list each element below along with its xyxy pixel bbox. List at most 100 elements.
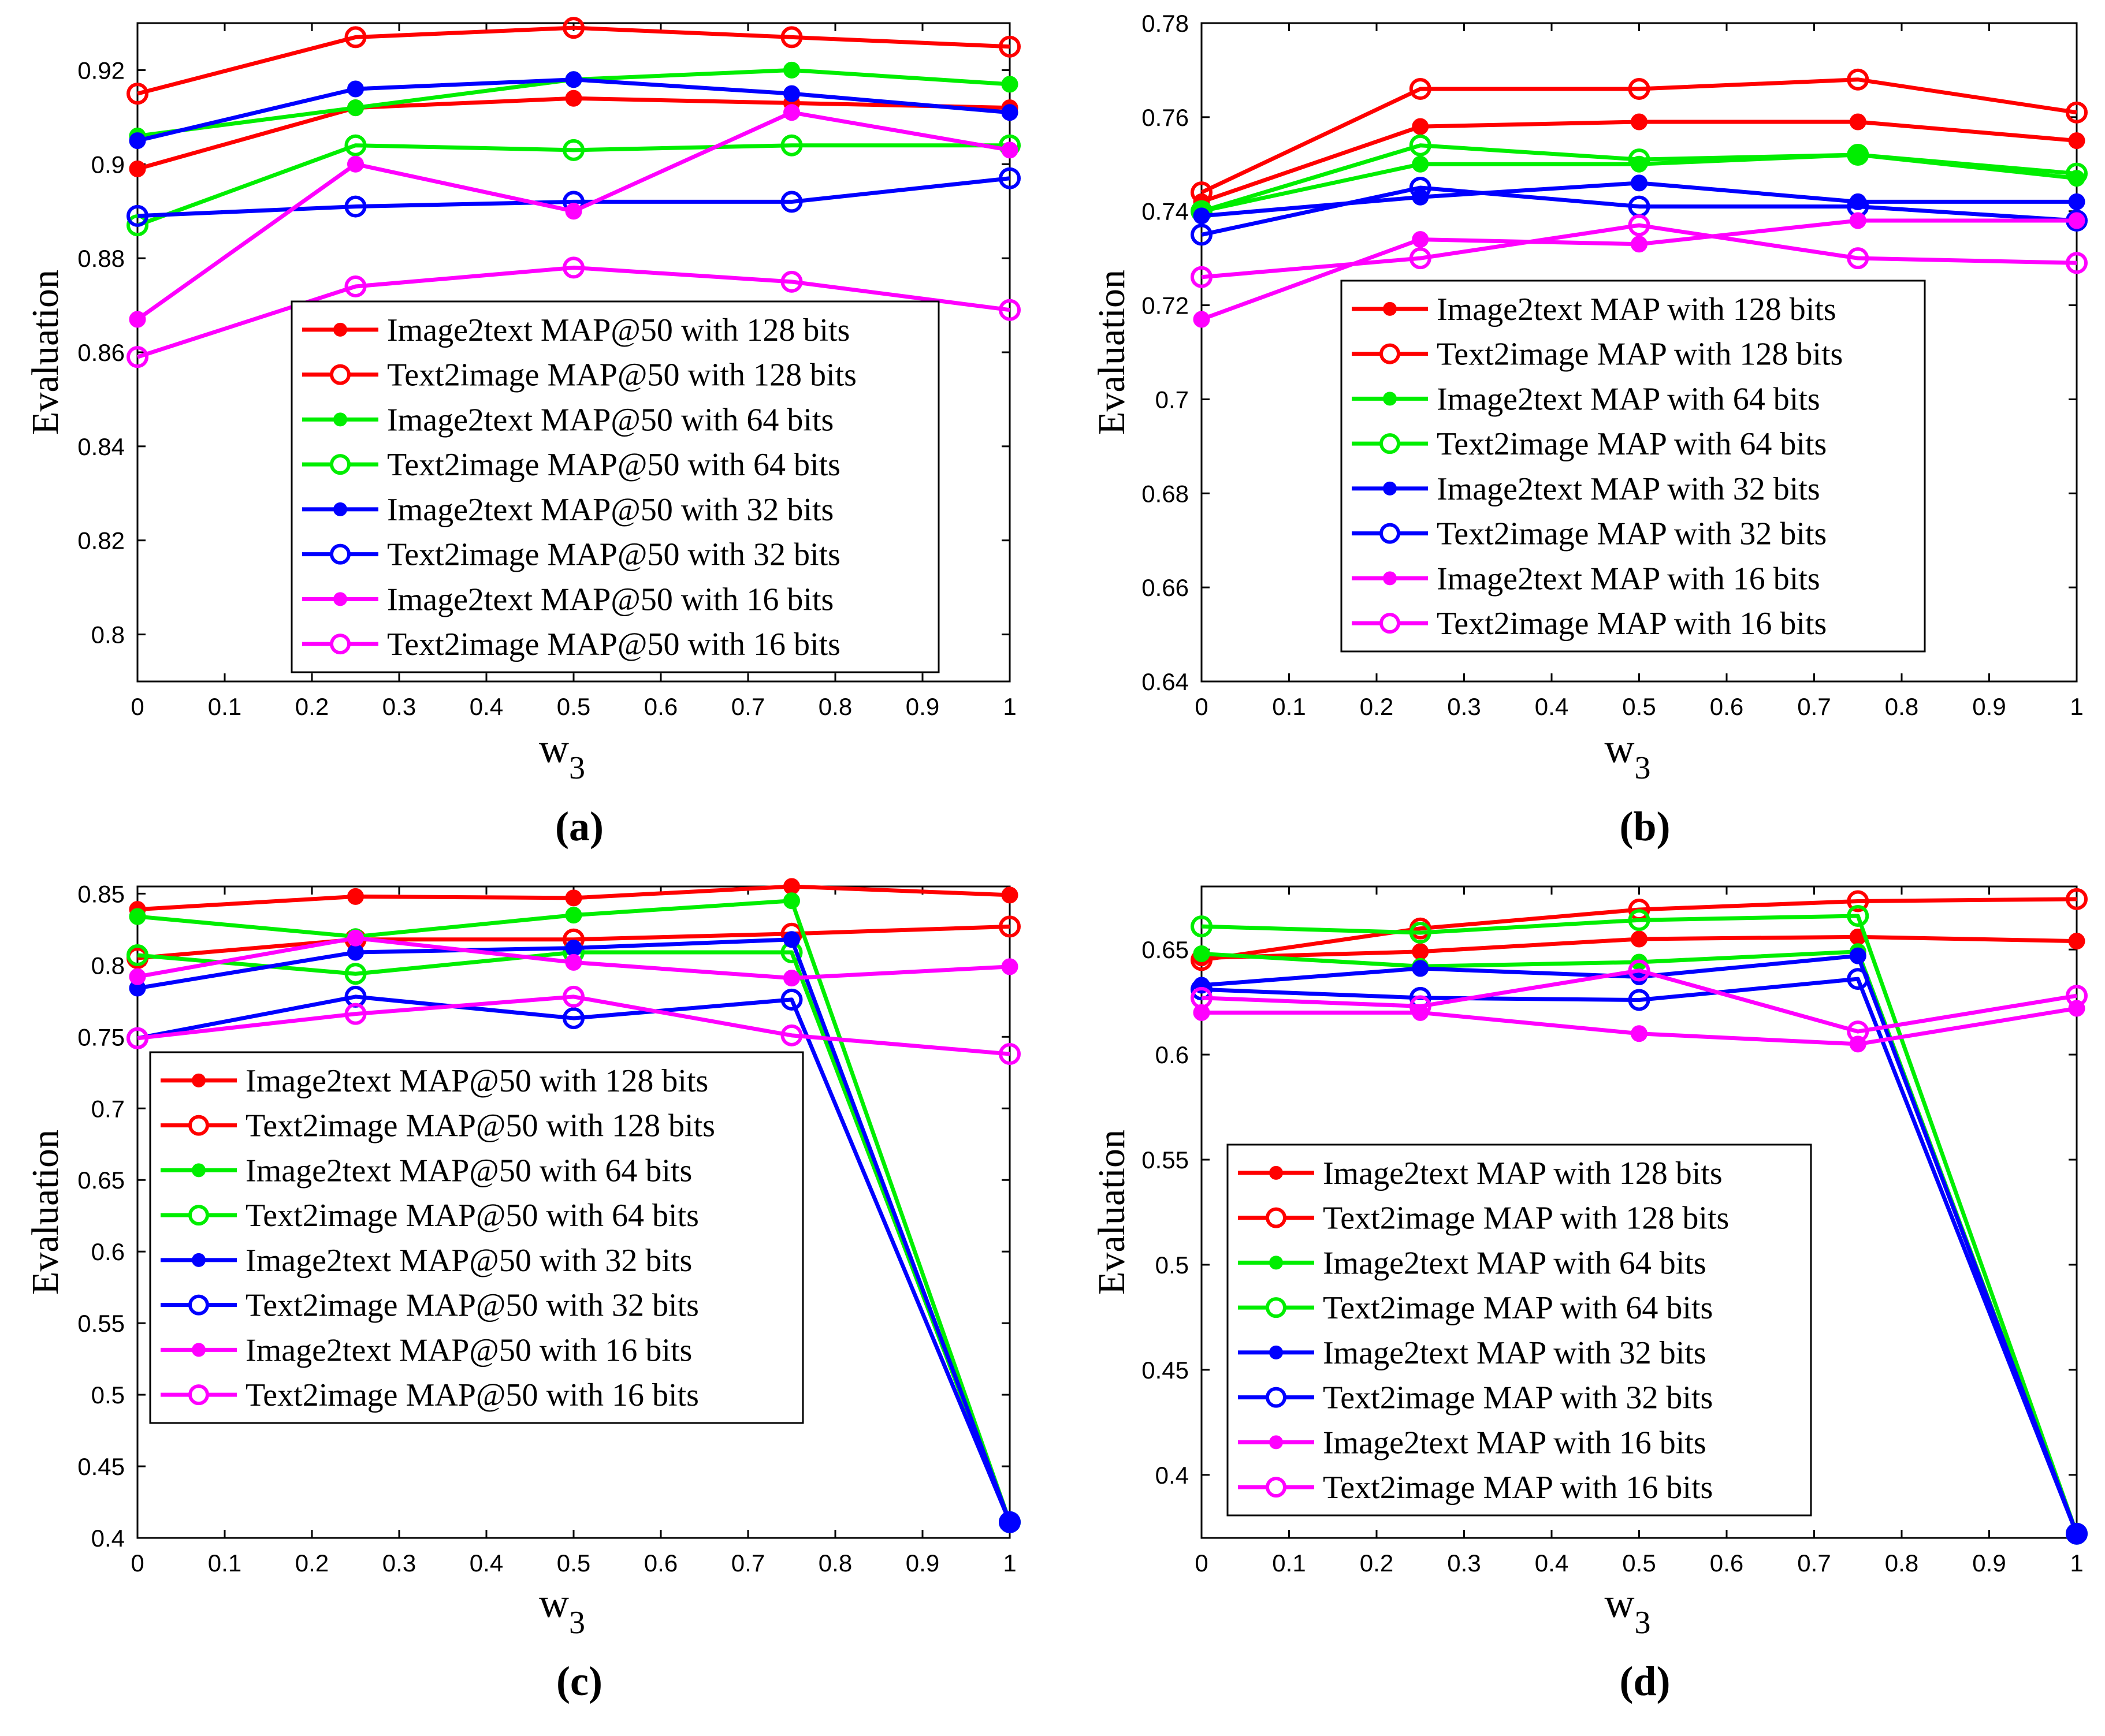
legend-marker-open [1266, 1387, 1286, 1408]
data-point [347, 888, 364, 905]
legend-entry: Text2image MAP with 32 bits [1323, 1380, 1713, 1416]
legend-entry: Image2text MAP@50 with 64 bits [246, 1153, 692, 1189]
y-tick-label: 0.8 [91, 621, 125, 649]
x-tick-label: 0.2 [1360, 1549, 1393, 1577]
data-point-open [1628, 959, 1650, 982]
legend-marker [192, 1343, 206, 1357]
data-point-open [1847, 68, 1869, 91]
series-line-5 [1201, 185, 2077, 237]
x-tick-label: 0.6 [644, 693, 678, 720]
legend-box [1226, 1143, 1812, 1517]
legend: Image2text MAP@50 with 128 bits Text2imag… [149, 1051, 804, 1424]
x-tick-label: 0.9 [1972, 1549, 2006, 1577]
y-tick-label: 0.68 [1141, 480, 1189, 507]
data-point [1849, 113, 1866, 131]
x-tick-label: 0.5 [1622, 1549, 1656, 1577]
data-point-open [1409, 247, 1431, 270]
x-tick-label: 0 [1195, 1549, 1208, 1577]
data-point-open [1847, 144, 1869, 166]
x-tick-label: 1 [2070, 693, 2083, 720]
x-tick-label: 0.4 [1535, 1549, 1568, 1577]
legend-entry: Image2text MAP with 16 bits [1437, 561, 1820, 597]
legend-marker [1269, 1256, 1283, 1270]
legend-marker [333, 592, 347, 606]
data-point [1001, 76, 1018, 93]
y-tick-label: 0.75 [77, 1023, 125, 1050]
legend-entry: Image2text MAP with 64 bits [1323, 1245, 1706, 1281]
y-tick-label: 0.84 [77, 433, 125, 460]
chart-panel-d: 0 0.1 0.2 0.3 0.4 0.5 0.6 0.7 0.8 0.9 1 0.4 0.45 0.5 0… [1091, 885, 2088, 1704]
y-tick-label: 0.9 [91, 151, 125, 178]
legend-entry: Image2text MAP@50 with 32 bits [246, 1243, 692, 1279]
x-tick-label: 0.3 [382, 1549, 416, 1577]
y-tick-label: 0.8 [91, 952, 125, 979]
data-point-open [344, 1003, 367, 1025]
data-point [565, 953, 582, 971]
data-point [1193, 311, 1210, 328]
y-tick-label: 0.45 [1141, 1357, 1189, 1384]
data-point [565, 889, 582, 907]
data-point [783, 878, 800, 895]
panel-label: (a) [555, 803, 604, 850]
y-tick-label: 0.4 [1155, 1462, 1189, 1489]
data-point-open [999, 1043, 1021, 1066]
data-point-open [2066, 1522, 2088, 1545]
legend-entry: Text2image MAP with 32 bits [1437, 516, 1827, 552]
data-point-open [563, 985, 585, 1008]
x-tick-label: 0.1 [208, 1549, 241, 1577]
x-axis-label-subscript: 3 [1635, 1605, 1651, 1641]
y-tick-label: 0.72 [1141, 292, 1189, 319]
legend-entry: Image2text MAP@50 with 16 bits [387, 582, 834, 617]
legend-marker-open [1266, 1477, 1286, 1498]
y-tick-label: 0.6 [1155, 1041, 1189, 1068]
x-axis-label-main: w [1605, 725, 1635, 772]
data-point-open [563, 1007, 585, 1030]
data-point-open [344, 26, 367, 49]
x-tick-label: 1 [2070, 1549, 2083, 1577]
y-tick-label: 0.88 [77, 245, 125, 272]
data-point [1631, 930, 1647, 948]
y-axis-label: Evaluation [1091, 270, 1133, 435]
x-axis-label-main: w [539, 1580, 569, 1626]
chart-panel-b: 0 0.1 0.2 0.3 0.4 0.5 0.6 0.7 0.8 0.9 1 0.64 0.66 0.6… [1091, 10, 2088, 850]
x-tick-label: 1 [1003, 1549, 1016, 1577]
series-group [127, 17, 1021, 368]
legend-box [291, 300, 940, 673]
data-point [1631, 174, 1647, 192]
x-tick-label: 0.7 [731, 1549, 765, 1577]
x-axis-label: w3 [539, 1580, 585, 1641]
legend-entry: Text2image MAP@50 with 128 bits [387, 357, 857, 393]
data-point-open [1409, 922, 1431, 944]
x-tick-label: 0.1 [1272, 693, 1306, 720]
x-tick-label: 0.2 [1360, 693, 1393, 720]
x-axis-label-subscript: 3 [569, 1605, 585, 1641]
data-point [783, 104, 800, 121]
legend: Image2text MAP with 128 bits Text2image M… [1340, 280, 1926, 653]
legend-entry: Text2image MAP with 128 bits [1437, 337, 1843, 372]
data-point [783, 970, 800, 987]
data-point [565, 203, 582, 220]
x-tick-label: 0.9 [906, 1549, 939, 1577]
legend-marker-open [330, 634, 351, 655]
series-group [1191, 68, 2088, 328]
legend-entry: Image2text MAP with 32 bits [1323, 1335, 1706, 1371]
data-point [347, 944, 364, 961]
y-tick-label: 0.5 [91, 1381, 125, 1409]
data-point-open [1628, 78, 1650, 100]
series-line-3 [136, 143, 1010, 228]
y-tick-label: 0.74 [1141, 198, 1189, 225]
y-tick-label: 0.64 [1141, 668, 1189, 695]
series-line-1 [1200, 77, 2077, 195]
data-point-open [1628, 148, 1650, 171]
data-point [1001, 958, 1018, 975]
x-tick-label: 0.4 [1535, 693, 1568, 720]
data-point-open [780, 270, 803, 293]
series-line-5 [137, 994, 1012, 1523]
panel-label: (c) [556, 1658, 603, 1704]
data-point [1193, 207, 1210, 225]
data-point [1631, 113, 1647, 131]
panel-label: (b) [1620, 803, 1671, 850]
data-point [565, 907, 582, 924]
legend-marker-open [1379, 433, 1400, 455]
